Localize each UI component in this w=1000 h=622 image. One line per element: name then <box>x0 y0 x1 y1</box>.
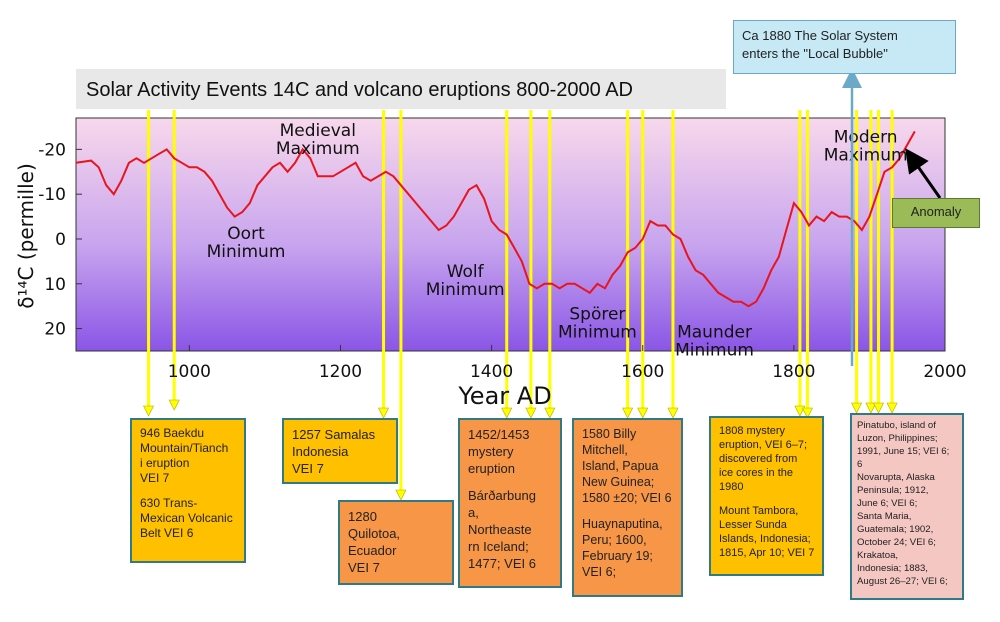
event-box-baekdu: 946 Baekdu Mountain/Tianch i eruption VE… <box>130 418 246 563</box>
event-marker-arrowhead <box>168 399 180 411</box>
y-tick-label: 10 <box>44 275 66 295</box>
event-marker-arrowhead <box>801 407 813 419</box>
anomaly-callout-text: Anomaly <box>910 204 962 219</box>
anomaly-arrow <box>905 148 942 199</box>
chart-title: Solar Activity Events 14C and volcano er… <box>86 79 633 101</box>
chart-annotation: Medieval Maximum <box>276 121 360 159</box>
y-axis-label: δ¹⁴C (permille) <box>14 163 38 309</box>
chart-annotation: Maunder Minimum <box>675 323 754 361</box>
x-tick-label: 2000 <box>923 362 966 382</box>
event-marker-arrowhead <box>622 407 634 419</box>
chart-annotation: Oort Minimum <box>207 224 286 262</box>
event-marker-arrowhead <box>395 489 407 501</box>
event-text: 946 Baekdu Mountain/Tianch i eruption VE… <box>140 426 229 485</box>
event-marker-arrowhead <box>143 405 155 417</box>
event-marker-arrowhead <box>873 402 884 414</box>
event-marker-arrowhead <box>378 407 390 419</box>
event-text: 1808 mystery eruption, VEI 6–7; discover… <box>719 425 808 493</box>
event-text: Huaynaputina, Peru; 1600, February 19; V… <box>582 517 663 579</box>
event-text: 630 Trans- Mexican Volcanic Belt VEI 6 <box>140 496 233 540</box>
event-marker-arrowhead <box>851 402 863 414</box>
event-box-mystery-1808: 1808 mystery eruption, VEI 6–7; discover… <box>709 416 824 576</box>
event-box-quilotoa: 1280 Quilotoa, Ecuador VEI 7 <box>338 500 454 585</box>
y-tick-label: 0 <box>55 230 66 250</box>
event-text: 1257 Samalas Indonesia VEI 7 <box>292 427 376 476</box>
x-tick-label: 1200 <box>319 362 362 382</box>
event-marker-arrowhead <box>794 405 806 417</box>
solar-system-callout-text: Ca 1880 The Solar System enters the "Loc… <box>742 28 898 61</box>
event-box-samalas: 1257 Samalas Indonesia VEI 7 <box>282 418 398 484</box>
event-text: Pinatubo, island of Luzon, Philippines; … <box>857 420 950 587</box>
x-tick-label: 1600 <box>621 362 664 382</box>
chart-annotation: Wolf Minimum <box>426 262 505 300</box>
event-marker-arrowhead <box>501 407 513 419</box>
event-marker-arrowhead <box>886 402 898 414</box>
event-text: Mount Tambora, Lesser Sunda Islands, Ind… <box>719 505 815 559</box>
solar-system-callout: Ca 1880 The Solar System enters the "Loc… <box>733 20 956 74</box>
x-tick-label: 1400 <box>470 362 513 382</box>
y-tick-label: -10 <box>38 185 66 205</box>
event-text: 1580 Billy Mitchell, Island, Papua New G… <box>582 427 672 505</box>
event-text: 1452/1453 mystery eruption <box>468 427 530 476</box>
event-box-billy-mitchell: 1580 Billy Mitchell, Island, Papua New G… <box>572 418 683 597</box>
chart-annotation: Modern Maximum <box>824 128 908 166</box>
x-axis-label: Year AD <box>457 382 551 410</box>
chart-annotation: Spörer Minimum <box>558 305 637 343</box>
title-background <box>76 69 726 109</box>
event-marker-arrowhead <box>865 402 877 414</box>
event-marker-arrowhead <box>544 407 556 419</box>
event-box-pinatubo: Pinatubo, island of Luzon, Philippines; … <box>850 413 964 600</box>
event-box-mystery-1452: 1452/1453 mystery eruption Bárðarbung a,… <box>458 418 562 588</box>
c14-series-line <box>75 130 916 308</box>
y-tick-label: 20 <box>44 320 66 340</box>
x-tick-label: 1800 <box>772 362 815 382</box>
event-text: Bárðarbung a, Northeaste rn Iceland; 147… <box>468 488 536 571</box>
event-text: 1280 Quilotoa, Ecuador VEI 7 <box>348 509 401 575</box>
y-tick-label: -20 <box>38 140 66 160</box>
event-marker-arrowhead <box>637 407 649 419</box>
event-marker-arrowhead <box>667 407 679 419</box>
x-tick-label: 1000 <box>168 362 211 382</box>
anomaly-callout: Anomaly <box>892 198 980 228</box>
plot-area <box>75 117 946 352</box>
event-marker-arrowhead <box>525 407 537 419</box>
